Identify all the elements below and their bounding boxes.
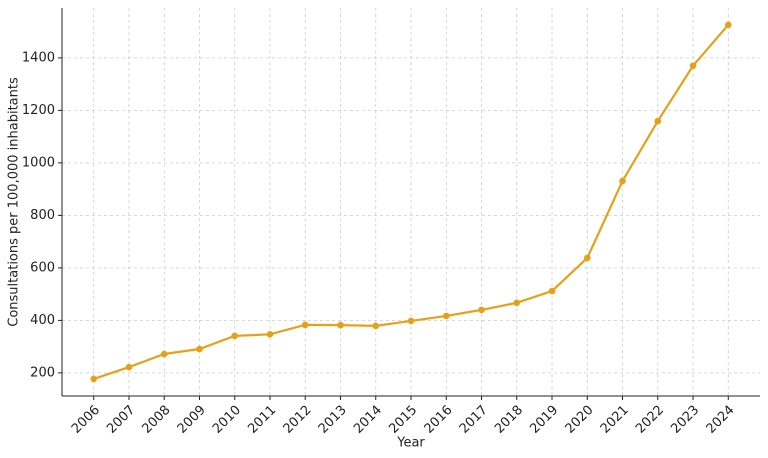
point (548, 287, 556, 295)
point (689, 62, 697, 70)
x-tick-label: 2015 (386, 403, 420, 437)
point (301, 321, 309, 329)
point (442, 312, 450, 320)
point (619, 177, 626, 185)
x-tick-label: 2010 (210, 403, 244, 437)
point (478, 306, 485, 314)
x-tick-label: 2024 (704, 403, 738, 437)
point (266, 331, 274, 338)
point (407, 317, 415, 325)
y-axis-label: Consultations per 100,000 inhabitants (7, 77, 22, 327)
x-tick-label: 2009 (175, 403, 209, 437)
x-tick-label: 2012 (281, 403, 315, 437)
x-tick-label: 2011 (245, 403, 279, 437)
point (160, 350, 168, 358)
y-tick-label: 600 (30, 260, 55, 275)
y-tick-label: 400 (30, 313, 55, 328)
x-tick-label: 2014 (351, 403, 385, 437)
y-tick-label: 1000 (22, 155, 55, 170)
point (337, 321, 344, 329)
x-tick-label: 2023 (668, 403, 702, 437)
point (196, 345, 203, 353)
x-tick-label: 2017 (457, 403, 491, 437)
point (372, 322, 380, 330)
x-tick-label: 2020 (563, 403, 597, 437)
point (90, 375, 98, 383)
y-tick-label: 800 (30, 208, 55, 223)
y-tick-label: 1200 (22, 103, 55, 118)
x-tick-label: 2021 (598, 403, 632, 437)
point (654, 117, 662, 125)
point (125, 363, 133, 371)
point (583, 254, 591, 262)
x-tick-label: 2022 (633, 403, 667, 437)
point (724, 21, 732, 29)
x-tick-label: 2019 (527, 403, 561, 437)
x-tick-label: 2006 (69, 403, 103, 437)
point (231, 332, 239, 340)
y-tick-label: 1400 (22, 50, 55, 65)
x-tick-label: 2016 (422, 403, 456, 437)
y-tick-label: 200 (30, 365, 55, 380)
point (513, 299, 521, 307)
x-tick-label: 2013 (316, 403, 350, 437)
x-axis-label: Year (396, 436, 425, 451)
x-tick-label: 2018 (492, 403, 526, 437)
x-tick-label: 2008 (140, 403, 174, 437)
x-tick-label: 2007 (104, 403, 138, 437)
